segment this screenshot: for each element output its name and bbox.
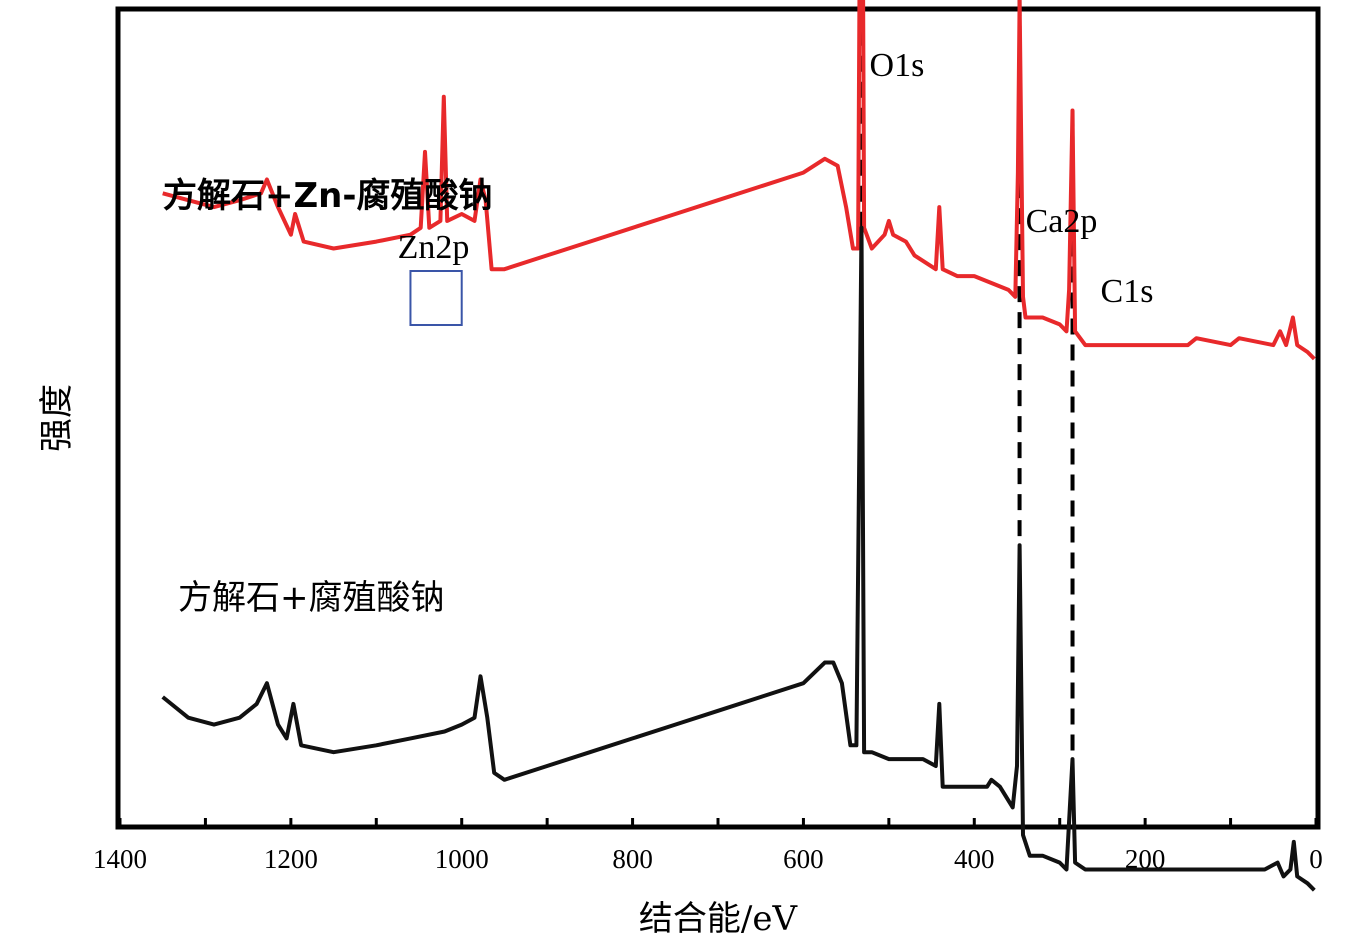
plot-frame: [115, 6, 1321, 830]
reference-lines: [859, 0, 1075, 755]
peak-label-c1s: C1s: [1101, 273, 1154, 310]
series-line-zn-humate: [162, 0, 1316, 361]
series-label-zn: 方解石+Zn-腐殖酸钠: [163, 176, 492, 216]
x-axis-ticks: 1400 1200 1000 800 600 400 200 0: [93, 818, 1323, 874]
zn2p-highlight-box: [409, 270, 463, 326]
x-tick-label: 1400: [93, 844, 147, 874]
series-lines: [161, 0, 1316, 892]
series-label-plain: 方解石+腐殖酸钠: [178, 578, 445, 618]
x-tick-label: 1000: [435, 844, 489, 874]
x-axis-title: 结合能/eV: [639, 899, 799, 939]
x-tick-label: 1200: [264, 844, 318, 874]
peak-label-zn2p: Zn2p: [398, 229, 470, 266]
series-line-humate: [161, 225, 1316, 892]
peak-label-o1s: O1s: [870, 47, 925, 84]
x-tick-label: 400: [954, 844, 995, 874]
x-tick-label: 600: [783, 844, 824, 874]
x-tick-label: 800: [612, 844, 653, 874]
peak-label-ca2p: Ca2p: [1026, 203, 1098, 240]
x-tick-label: 0: [1309, 844, 1323, 874]
y-axis-title: 强度: [37, 384, 77, 452]
